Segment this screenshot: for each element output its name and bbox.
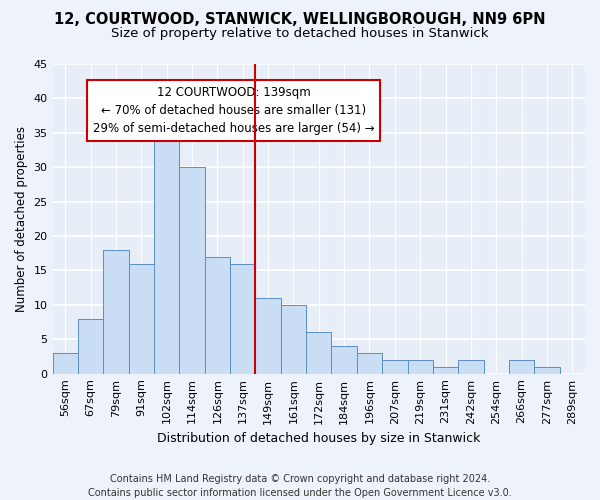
Bar bbox=[509, 360, 534, 374]
Bar bbox=[154, 133, 179, 374]
Bar bbox=[256, 298, 281, 374]
Bar bbox=[458, 360, 484, 374]
Text: Size of property relative to detached houses in Stanwick: Size of property relative to detached ho… bbox=[111, 28, 489, 40]
Bar bbox=[306, 332, 331, 374]
Bar bbox=[230, 264, 256, 374]
Text: 12 COURTWOOD: 139sqm
← 70% of detached houses are smaller (131)
29% of semi-deta: 12 COURTWOOD: 139sqm ← 70% of detached h… bbox=[93, 86, 374, 134]
Text: Contains HM Land Registry data © Crown copyright and database right 2024.
Contai: Contains HM Land Registry data © Crown c… bbox=[88, 474, 512, 498]
Bar bbox=[53, 353, 78, 374]
Bar bbox=[103, 250, 128, 374]
Bar bbox=[407, 360, 433, 374]
Bar bbox=[205, 256, 230, 374]
Bar bbox=[382, 360, 407, 374]
Bar bbox=[534, 367, 560, 374]
Text: 12, COURTWOOD, STANWICK, WELLINGBOROUGH, NN9 6PN: 12, COURTWOOD, STANWICK, WELLINGBOROUGH,… bbox=[54, 12, 546, 28]
Bar bbox=[179, 167, 205, 374]
Bar bbox=[128, 264, 154, 374]
Bar bbox=[78, 318, 103, 374]
Bar bbox=[281, 305, 306, 374]
Y-axis label: Number of detached properties: Number of detached properties bbox=[15, 126, 28, 312]
X-axis label: Distribution of detached houses by size in Stanwick: Distribution of detached houses by size … bbox=[157, 432, 481, 445]
Bar bbox=[433, 367, 458, 374]
Bar bbox=[357, 353, 382, 374]
Bar bbox=[331, 346, 357, 374]
